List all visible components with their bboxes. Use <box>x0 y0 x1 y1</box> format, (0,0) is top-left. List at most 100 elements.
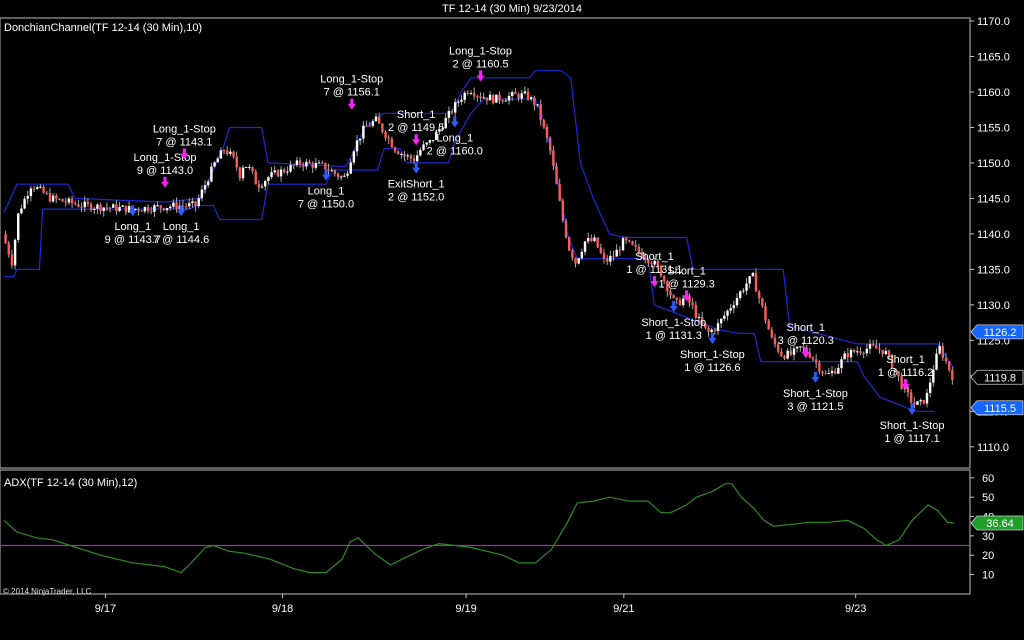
candle-body <box>890 354 894 369</box>
adx-y-tick-label: 30 <box>982 531 994 543</box>
candle-body <box>340 176 343 178</box>
candle-body <box>153 205 156 212</box>
candle-body <box>422 144 425 150</box>
candle-body <box>343 175 346 177</box>
candle-body <box>501 100 504 102</box>
candle-body <box>894 368 897 371</box>
candle-body <box>146 207 150 212</box>
candle-body <box>384 131 387 139</box>
candle-body <box>488 94 492 101</box>
candle-body <box>634 244 637 247</box>
candle-body <box>887 350 891 355</box>
trade-marker: Long_17 @ 1144.6 <box>153 205 209 246</box>
candle-body <box>127 206 131 213</box>
candle-body <box>466 92 470 94</box>
adx-indicator-label: ADX(TF 12-14 (30 Min),12) <box>4 477 138 489</box>
candle-body <box>45 192 48 194</box>
sell-arrow-icon <box>476 70 485 82</box>
candle-body <box>919 399 922 402</box>
candle-body <box>621 238 625 251</box>
candle-body <box>118 206 121 211</box>
candle-body <box>359 138 362 141</box>
candle-body <box>67 198 71 203</box>
trade-marker: Short_11 @ 1131.1 <box>626 251 683 288</box>
candle-body <box>165 208 169 211</box>
price-badge-shape <box>970 369 1024 385</box>
buy-arrow-icon <box>669 300 678 312</box>
candle-body <box>460 99 463 102</box>
candle-body <box>390 138 394 148</box>
candle-body <box>175 202 178 209</box>
trade-label: Short_1 <box>397 109 436 121</box>
candle-body <box>226 150 229 154</box>
candle-body <box>7 243 10 255</box>
candle-body <box>20 208 23 214</box>
trade-label: 2 @ 1149.5 <box>388 122 444 134</box>
price-y-tick-label: 1165.0 <box>977 51 1010 63</box>
candle-body <box>906 387 910 393</box>
candle-body <box>105 207 109 209</box>
candle-body <box>757 291 761 299</box>
candle-body <box>80 206 83 208</box>
trade-label: Long_1-Stop <box>320 74 383 86</box>
candle-body <box>612 255 615 257</box>
candle-body <box>188 203 191 207</box>
candle-body <box>900 376 903 389</box>
candle-body <box>232 151 235 157</box>
trade-label: 1 @ 1117.1 <box>884 433 939 445</box>
trade-label: Short_1 <box>635 251 674 263</box>
candle-body <box>150 211 153 213</box>
candle-body <box>476 96 479 98</box>
candle-body <box>681 298 685 306</box>
candle-body <box>156 205 159 207</box>
candle-body <box>245 166 248 168</box>
trade-label: 1 @ 1126.6 <box>684 362 740 374</box>
buy-arrow-icon <box>412 162 421 174</box>
candle-body <box>833 370 837 374</box>
candle-body <box>314 163 318 168</box>
candle-body <box>751 272 755 277</box>
candle-body <box>504 100 508 102</box>
price-y-tick-label: 1170.0 <box>977 16 1010 28</box>
candle-body <box>330 170 333 172</box>
candle-body <box>729 308 732 311</box>
candle-body <box>846 353 850 358</box>
price-badge-label: 1115.5 <box>984 403 1016 415</box>
candle-body <box>55 195 58 199</box>
trade-label: Long_1-Stop <box>134 152 197 164</box>
candle-body <box>374 116 378 122</box>
candle-body <box>799 346 802 348</box>
candle-body <box>628 240 631 242</box>
trade-marker: Long_17 @ 1150.0 <box>298 169 354 211</box>
adx-y-tick-label: 10 <box>982 570 994 582</box>
candle-body <box>86 201 90 204</box>
trade-marker: Short_12 @ 1149.5 <box>388 109 444 146</box>
x-tick-label: 9/17 <box>95 603 116 615</box>
candle-body <box>276 170 280 177</box>
candle-body <box>355 140 359 152</box>
candle-body <box>852 349 856 352</box>
candle-body <box>520 93 523 99</box>
price-y-tick-label: 1145.0 <box>977 193 1010 205</box>
candle-body <box>935 353 938 370</box>
candle-body <box>951 370 954 380</box>
candle-body <box>23 198 26 209</box>
price-indicator-label: DonchianChannel(TF 12-14 (30 Min),10) <box>4 22 203 34</box>
trade-label: Long_1-Stop <box>153 123 216 135</box>
trade-label: 7 @ 1144.6 <box>153 234 209 246</box>
candle-body <box>602 252 606 259</box>
candle-body <box>666 281 669 292</box>
candle-body <box>533 97 536 106</box>
x-tick-label: 9/23 <box>845 603 866 615</box>
candle-body <box>317 162 321 164</box>
candle-body <box>884 350 888 355</box>
price-badge: 1126.2 <box>970 324 1024 340</box>
candle-body <box>735 297 739 306</box>
trade-marker: ExitShort_12 @ 1152.0 <box>388 162 445 204</box>
candle-body <box>393 147 397 152</box>
sell-arrow-icon <box>161 176 169 188</box>
